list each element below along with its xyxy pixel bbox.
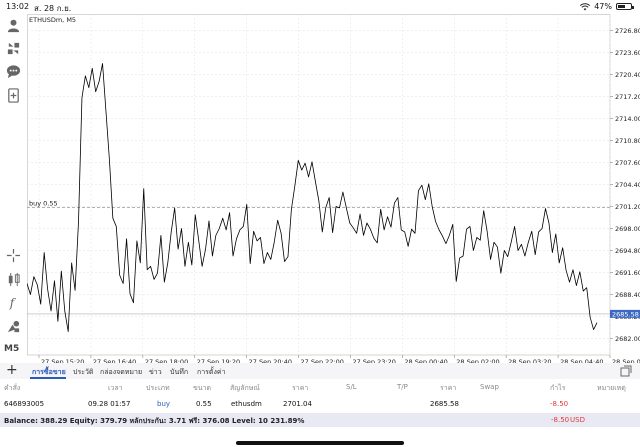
x-axis: 27 Sep 15:20 27 Sep 16:40 27 Sep 18:00 27 S… xyxy=(38,355,640,366)
y-tick-label: 2694.80 xyxy=(615,247,640,255)
order-line-group: buy 0.55 xyxy=(27,200,610,315)
svg-text:f: f xyxy=(9,296,17,310)
order-volume: 0.55 xyxy=(196,400,212,408)
add-icon[interactable]: + xyxy=(6,362,18,378)
tabs-row: + การซื้อขาย ประวัติ กล่องจดหมาย ข่าว บั… xyxy=(0,362,640,379)
x-tick-label: 28 Sep 06:00 xyxy=(612,358,640,366)
current-price-tag xyxy=(610,309,640,318)
export-icon[interactable] xyxy=(620,365,632,377)
status-bar: 13:02 ส. 28 ก.ย. 47% xyxy=(0,0,640,14)
y-tick-label: 2691.60 xyxy=(615,269,640,277)
price-chart[interactable]: buy 0.55 2726.80 2723.60 2720.40 2717.20 271… xyxy=(27,14,640,366)
plot-border xyxy=(27,14,611,356)
tab-mailbox[interactable]: กล่องจดหมาย xyxy=(100,368,143,376)
tab-history[interactable]: ประวัติ xyxy=(73,368,94,376)
order-table-header: คำสั่ง เวลา ประเภท ขนาด สัญลักษณ์ ราคา S… xyxy=(0,381,640,393)
y-tick-label: 2720.40 xyxy=(615,71,640,79)
order-line-label: buy 0.55 xyxy=(29,200,58,208)
tab-journal[interactable]: บันทึก xyxy=(170,368,189,376)
x-tick-label: 27 Sep 18:00 xyxy=(145,358,188,366)
active-tab-indicator xyxy=(30,377,66,379)
col-type: ประเภท xyxy=(146,384,170,392)
battery-percent: 47% xyxy=(594,2,612,11)
objects-icon[interactable] xyxy=(4,317,23,336)
y-tick-label: 2698.00 xyxy=(615,225,640,233)
left-toolbar: f M5 xyxy=(0,14,27,358)
y-tick-label: 2717.20 xyxy=(615,93,640,101)
order-time: 09.28 01:57 xyxy=(88,400,131,408)
balance-summary-row: Balance: 388.29 Equity: 379.79 หลักประกั… xyxy=(0,413,640,427)
chat-icon[interactable] xyxy=(4,62,23,81)
crosshair-icon[interactable] xyxy=(4,246,23,265)
order-open-price: 2701.04 xyxy=(283,400,312,408)
y-axis: 2726.80 2723.60 2720.40 2717.20 2714.00 2710.… xyxy=(610,27,640,343)
col-time: เวลา xyxy=(108,384,123,392)
y-tick-label: 2723.60 xyxy=(615,49,640,57)
y-tick-label: 2714.00 xyxy=(615,115,640,123)
x-tick-label: 28 Sep 00:40 xyxy=(404,358,447,366)
col-profit: กำไร xyxy=(550,384,566,392)
x-tick-label: 28 Sep 02:00 xyxy=(456,358,499,366)
x-tick-label: 27 Sep 15:20 xyxy=(41,358,84,366)
y-tick-label: 2707.60 xyxy=(615,159,640,167)
order-type: buy xyxy=(157,400,171,408)
tab-news[interactable]: ข่าว xyxy=(149,368,162,376)
y-tick-label: 2682.00 xyxy=(615,335,640,343)
status-right: 47% xyxy=(580,2,634,11)
y-tick-label: 2726.80 xyxy=(615,27,640,35)
col-current-price: ราคา xyxy=(440,384,457,392)
status-time: 13:02 xyxy=(6,2,30,11)
order-ticket: 646893005 xyxy=(4,400,45,408)
tab-trade[interactable]: การซื้อขาย xyxy=(32,368,66,376)
col-order: คำสั่ง xyxy=(4,384,21,392)
col-price: ราคา xyxy=(292,384,309,392)
new-order-icon[interactable] xyxy=(4,86,23,105)
price-line xyxy=(27,63,598,333)
total-profit: -8.50 xyxy=(551,416,570,424)
x-tick-label: 28 Sep 03:20 xyxy=(508,358,551,366)
wifi-icon xyxy=(580,2,591,10)
bottom-panel: + การซื้อขาย ประวัติ กล่องจดหมาย ข่าว บั… xyxy=(0,362,640,447)
order-profit: -8.50 xyxy=(550,400,569,408)
profit-currency: USD xyxy=(570,416,585,424)
timeframe-selector[interactable]: M5 xyxy=(4,344,20,354)
order-symbol: ethusdm xyxy=(231,400,262,408)
x-tick-label: 27 Sep 20:40 xyxy=(249,358,292,366)
tab-settings[interactable]: การตั้งค่า xyxy=(197,368,226,376)
x-tick-label: 27 Sep 16:40 xyxy=(93,358,136,366)
y-tick-label: 2688.40 xyxy=(615,291,640,299)
chart-symbol-label: ETHUSDm, M5 xyxy=(29,16,76,24)
y-tick-label: 2701.20 xyxy=(615,203,640,211)
col-symbol: สัญลักษณ์ xyxy=(230,384,260,392)
table-row[interactable]: 646893005 09.28 01:57 buy 0.55 ethusdm 2… xyxy=(0,398,640,410)
y-tick-label: 2710.80 xyxy=(615,137,640,145)
col-volume: ขนาด xyxy=(193,384,212,392)
x-tick-label: 27 Sep 22:00 xyxy=(301,358,344,366)
chart-canvas[interactable]: buy 0.55 2726.80 2723.60 2720.40 2717.20 271… xyxy=(27,14,640,366)
col-tp: T/P xyxy=(397,383,408,391)
account-icon[interactable] xyxy=(4,16,23,35)
current-price-tag-label: 2685.58 xyxy=(612,310,639,318)
x-tick-label: 27 Sep 19:20 xyxy=(197,358,240,366)
y-tick-label: 2704.40 xyxy=(615,181,640,189)
quotes-icon[interactable] xyxy=(4,39,23,58)
balance-summary: Balance: 388.29 Equity: 379.79 หลักประกั… xyxy=(4,417,305,425)
battery-icon xyxy=(616,3,634,10)
col-swap: Swap xyxy=(480,383,499,391)
chart-type-icon[interactable] xyxy=(4,270,23,289)
x-tick-label: 27 Sep 23:20 xyxy=(352,358,395,366)
chart-grid xyxy=(27,14,611,356)
indicators-icon[interactable]: f xyxy=(4,293,23,312)
col-sl: S/L xyxy=(346,383,357,391)
col-comment: หมายเหตุ xyxy=(597,384,626,392)
x-tick-label: 28 Sep 04:40 xyxy=(560,358,603,366)
order-current-price: 2685.58 xyxy=(430,400,459,408)
home-indicator xyxy=(236,441,404,445)
status-date: ส. 28 ก.ย. xyxy=(34,4,72,13)
price-series-group xyxy=(27,63,598,333)
